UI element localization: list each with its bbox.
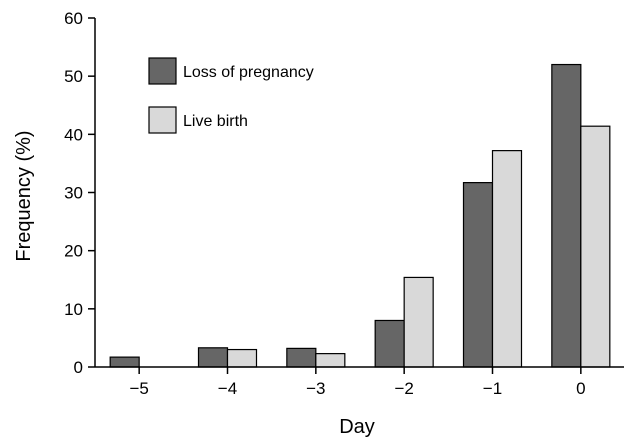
bar-live-birth bbox=[491, 150, 523, 368]
bars-group bbox=[109, 63, 611, 368]
legend-swatch bbox=[148, 57, 177, 85]
x-tick-label: −2 bbox=[394, 379, 413, 398]
bar-live-birth bbox=[315, 353, 346, 368]
x-tick-label: 0 bbox=[576, 379, 585, 398]
bar-loss-of-pregnancy bbox=[197, 347, 229, 368]
legend-label: Live birth bbox=[183, 113, 248, 130]
bar-live-birth bbox=[226, 348, 258, 368]
x-ticks-group: −5 −4 −3 −2 −1 0 bbox=[129, 367, 586, 398]
legend-label: Loss of pregnancy bbox=[183, 64, 314, 81]
x-tick-label: −3 bbox=[306, 379, 325, 398]
y-tick-label: 40 bbox=[64, 125, 83, 144]
bar-loss-of-pregnancy bbox=[109, 356, 140, 368]
y-ticks-group: 0 10 20 30 40 50 60 bbox=[64, 9, 95, 377]
legend-swatch bbox=[148, 106, 177, 134]
y-tick-label: 60 bbox=[64, 9, 83, 28]
legend: Loss of pregnancy Live birth bbox=[148, 57, 314, 134]
bar-live-birth bbox=[580, 125, 611, 368]
x-tick-label: −1 bbox=[483, 379, 502, 398]
bar-loss-of-pregnancy bbox=[374, 319, 405, 368]
x-tick-label: −4 bbox=[218, 379, 237, 398]
x-tick-label: −5 bbox=[129, 379, 148, 398]
y-tick-label: 20 bbox=[64, 242, 83, 261]
x-axis-title: Day bbox=[339, 416, 375, 438]
bar-loss-of-pregnancy bbox=[551, 63, 582, 368]
bar-live-birth bbox=[403, 276, 434, 368]
y-axis-title: Frequency (%) bbox=[13, 130, 35, 261]
bar-loss-of-pregnancy bbox=[286, 347, 317, 368]
y-tick-label: 30 bbox=[64, 184, 83, 203]
y-tick-label: 50 bbox=[64, 67, 83, 86]
y-tick-label: 10 bbox=[64, 300, 83, 319]
y-tick-label: 0 bbox=[74, 358, 83, 377]
bar-loss-of-pregnancy bbox=[462, 182, 494, 368]
